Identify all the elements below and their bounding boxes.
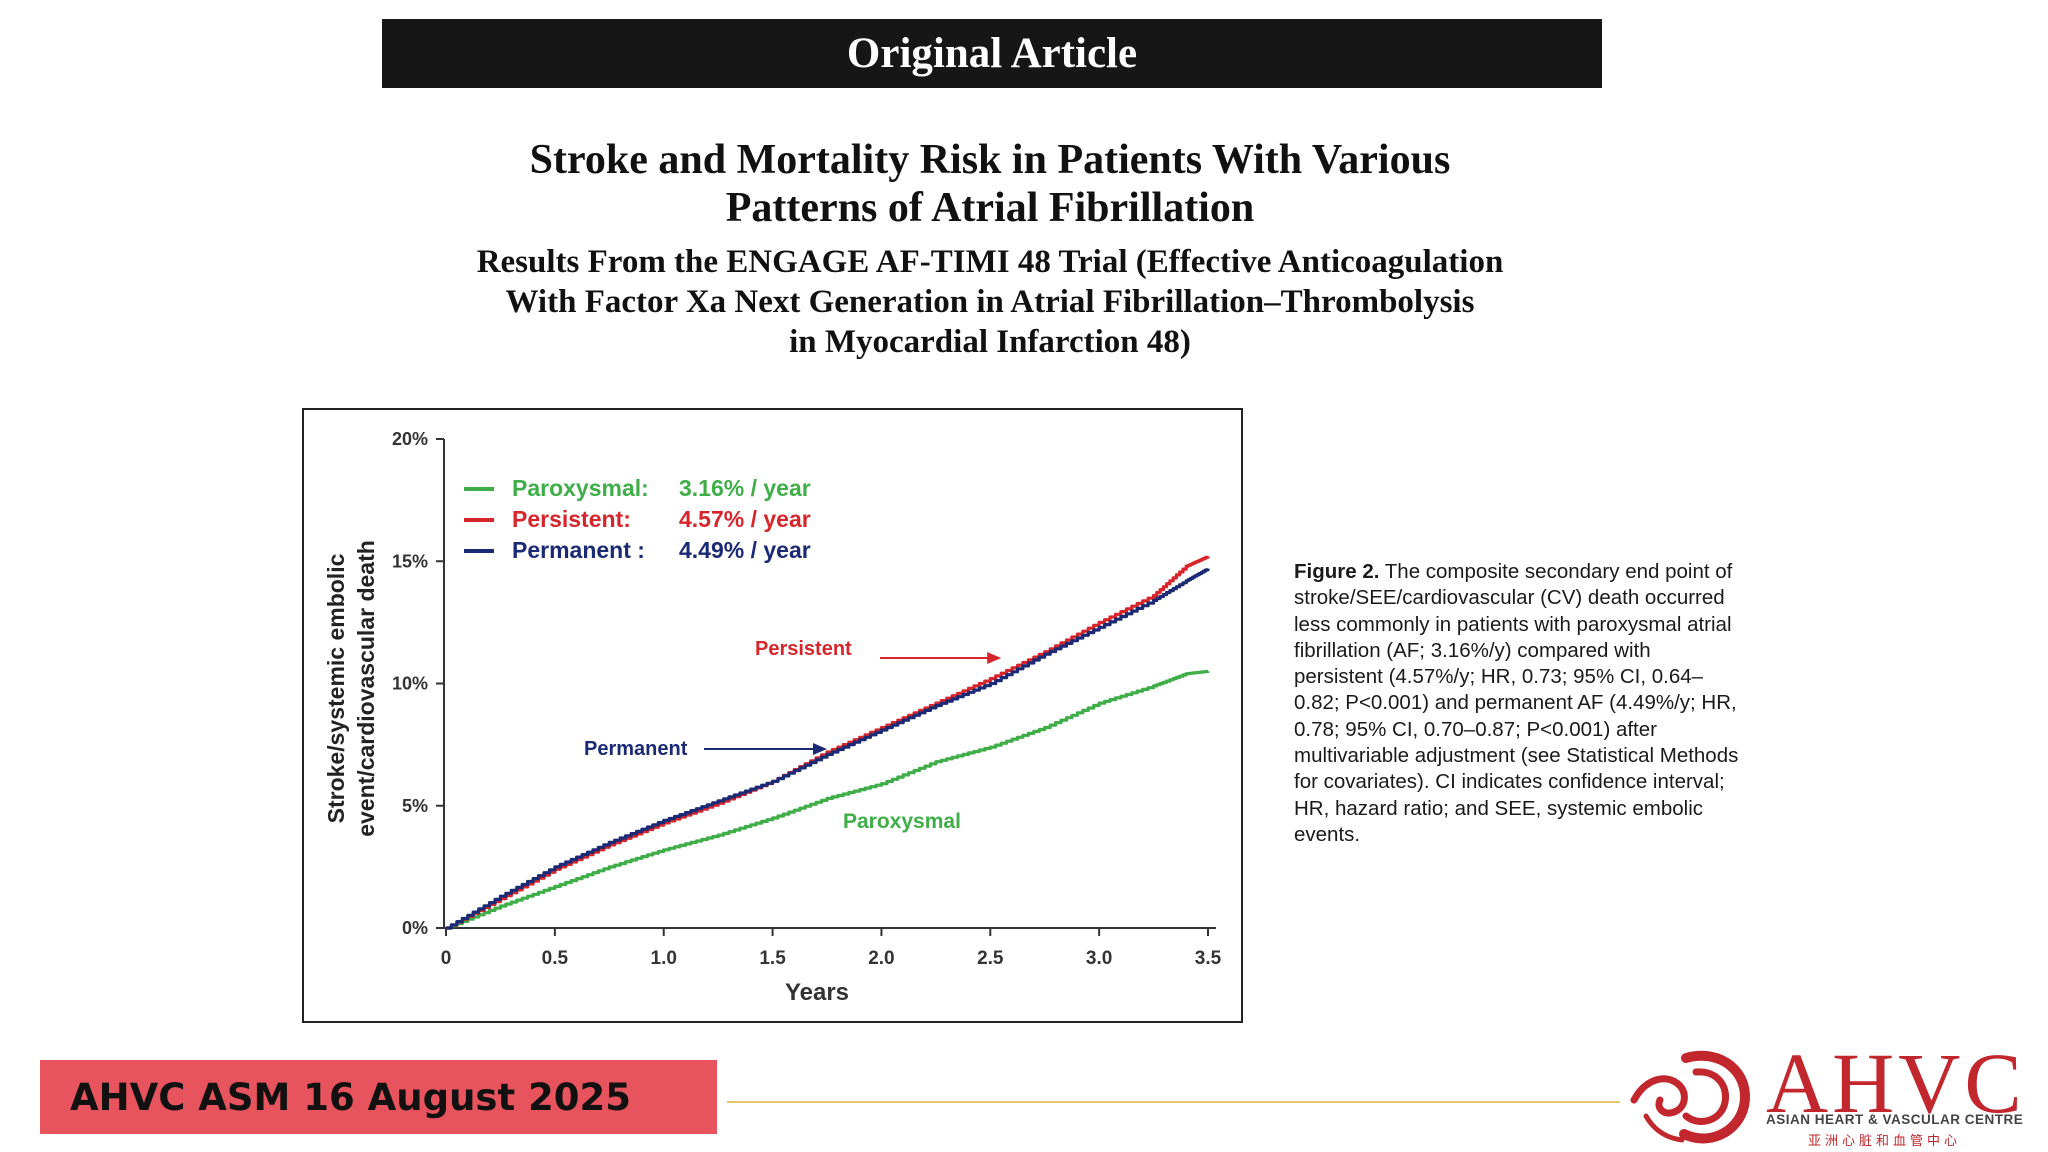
legend-series-rate: 4.49% / year xyxy=(679,537,811,563)
chart-axes: 0% 5% 10% 15% 20% 0 0.5 1.0 1.5 2.0 2.5 3.0 3.5 Years… xyxy=(323,429,1222,1006)
annotation-persistent: Persistent xyxy=(755,638,852,660)
chart-legend: Paroxysmal: 3.16% / year Persistent: 4.57% … xyxy=(464,475,811,563)
y-axis-label-line2: event/cardiovascular death xyxy=(353,540,379,837)
y-tick-label: 10% xyxy=(392,674,428,694)
x-tick-label: 1.5 xyxy=(759,948,786,969)
x-tick-label: 3.0 xyxy=(1086,948,1112,969)
logo-subtitle: ASIAN HEART & VASCULAR CENTRE xyxy=(1766,1112,2024,1127)
y-tick-label: 0% xyxy=(402,918,428,938)
legend-series-rate: 4.57% / year xyxy=(679,506,811,532)
title-line-1: Stroke and Mortality Risk in Patients Wi… xyxy=(529,137,1451,183)
event-badge: AHVC ASM 16 August 2025 xyxy=(40,1060,717,1134)
series-paroxysmal xyxy=(446,669,1210,930)
x-tick-label: 0.5 xyxy=(542,948,569,969)
x-tick-label: 2.5 xyxy=(977,948,1004,969)
x-tick-label: 2.0 xyxy=(868,948,894,969)
legend-series-name: Permanent : xyxy=(512,537,645,563)
legend-series-name: Paroxysmal: xyxy=(512,475,649,501)
chart-svg: 0% 5% 10% 15% 20% 0 0.5 1.0 1.5 2.0 2.5 3.0 3.5 Years… xyxy=(323,429,1222,1006)
article-title: Stroke and Mortality Risk in Patients Wi… xyxy=(340,136,1640,232)
title-line-2: Patterns of Atrial Fibrillation xyxy=(725,185,1255,231)
article-subtitle: Results From the ENGAGE AF-TIMI 48 Trial… xyxy=(340,242,1640,362)
chart-series xyxy=(446,555,1210,930)
annotation-persistent-arrowhead xyxy=(987,652,1002,664)
legend-series-name: Persistent: xyxy=(512,506,631,532)
figure-caption: Figure 2. The composite secondary end po… xyxy=(1294,559,1740,848)
series-persistent xyxy=(446,555,1210,930)
series-permanent xyxy=(446,568,1210,930)
x-axis-label: Years xyxy=(785,979,849,1006)
y-tick-label: 15% xyxy=(392,551,428,571)
annotation-permanent-arrowhead xyxy=(813,743,827,755)
y-axis-label: Stroke/systemic embolic event/cardiovascu… xyxy=(323,540,379,837)
y-tick-label: 20% xyxy=(392,429,428,449)
subtitle-line-1: Results From the ENGAGE AF-TIMI 48 Trial… xyxy=(476,244,1504,280)
ahvc-logo-icon xyxy=(1630,1050,1750,1144)
subtitle-line-3: in Myocardial Infarction 48) xyxy=(789,324,1191,360)
y-tick-label: 5% xyxy=(402,796,428,816)
logo-chinese-name: 亚洲心脏和血管中心 xyxy=(1808,1133,1962,1148)
footer-divider xyxy=(727,1101,1620,1103)
y-axis-label-line1: Stroke/systemic embolic xyxy=(323,553,349,823)
figure-label: Figure 2. xyxy=(1294,560,1380,583)
x-tick-label: 0 xyxy=(441,948,452,969)
section-banner: Original Article xyxy=(382,19,1602,88)
subtitle-line-2: With Factor Xa Next Generation in Atrial… xyxy=(505,284,1475,320)
x-tick-label: 1.0 xyxy=(651,948,677,969)
annotation-permanent: Permanent xyxy=(584,738,688,760)
x-tick-label: 3.5 xyxy=(1195,948,1222,969)
kaplan-meier-chart: 0% 5% 10% 15% 20% 0 0.5 1.0 1.5 2.0 2.5 3.0 3.5 Years… xyxy=(302,408,1243,1023)
ahvc-logo: AHVC ASIAN HEART & VASCULAR CENTRE 亚洲心脏和… xyxy=(1626,1038,2036,1148)
chart-annotations: Persistent Permanent Paroxysmal xyxy=(584,638,1002,833)
annotation-paroxysmal: Paroxysmal xyxy=(843,810,961,833)
figure-caption-text: The composite secondary end point of str… xyxy=(1294,560,1739,846)
logo-wordmark: AHVC xyxy=(1766,1035,2026,1131)
legend-series-rate: 3.16% / year xyxy=(679,475,811,501)
